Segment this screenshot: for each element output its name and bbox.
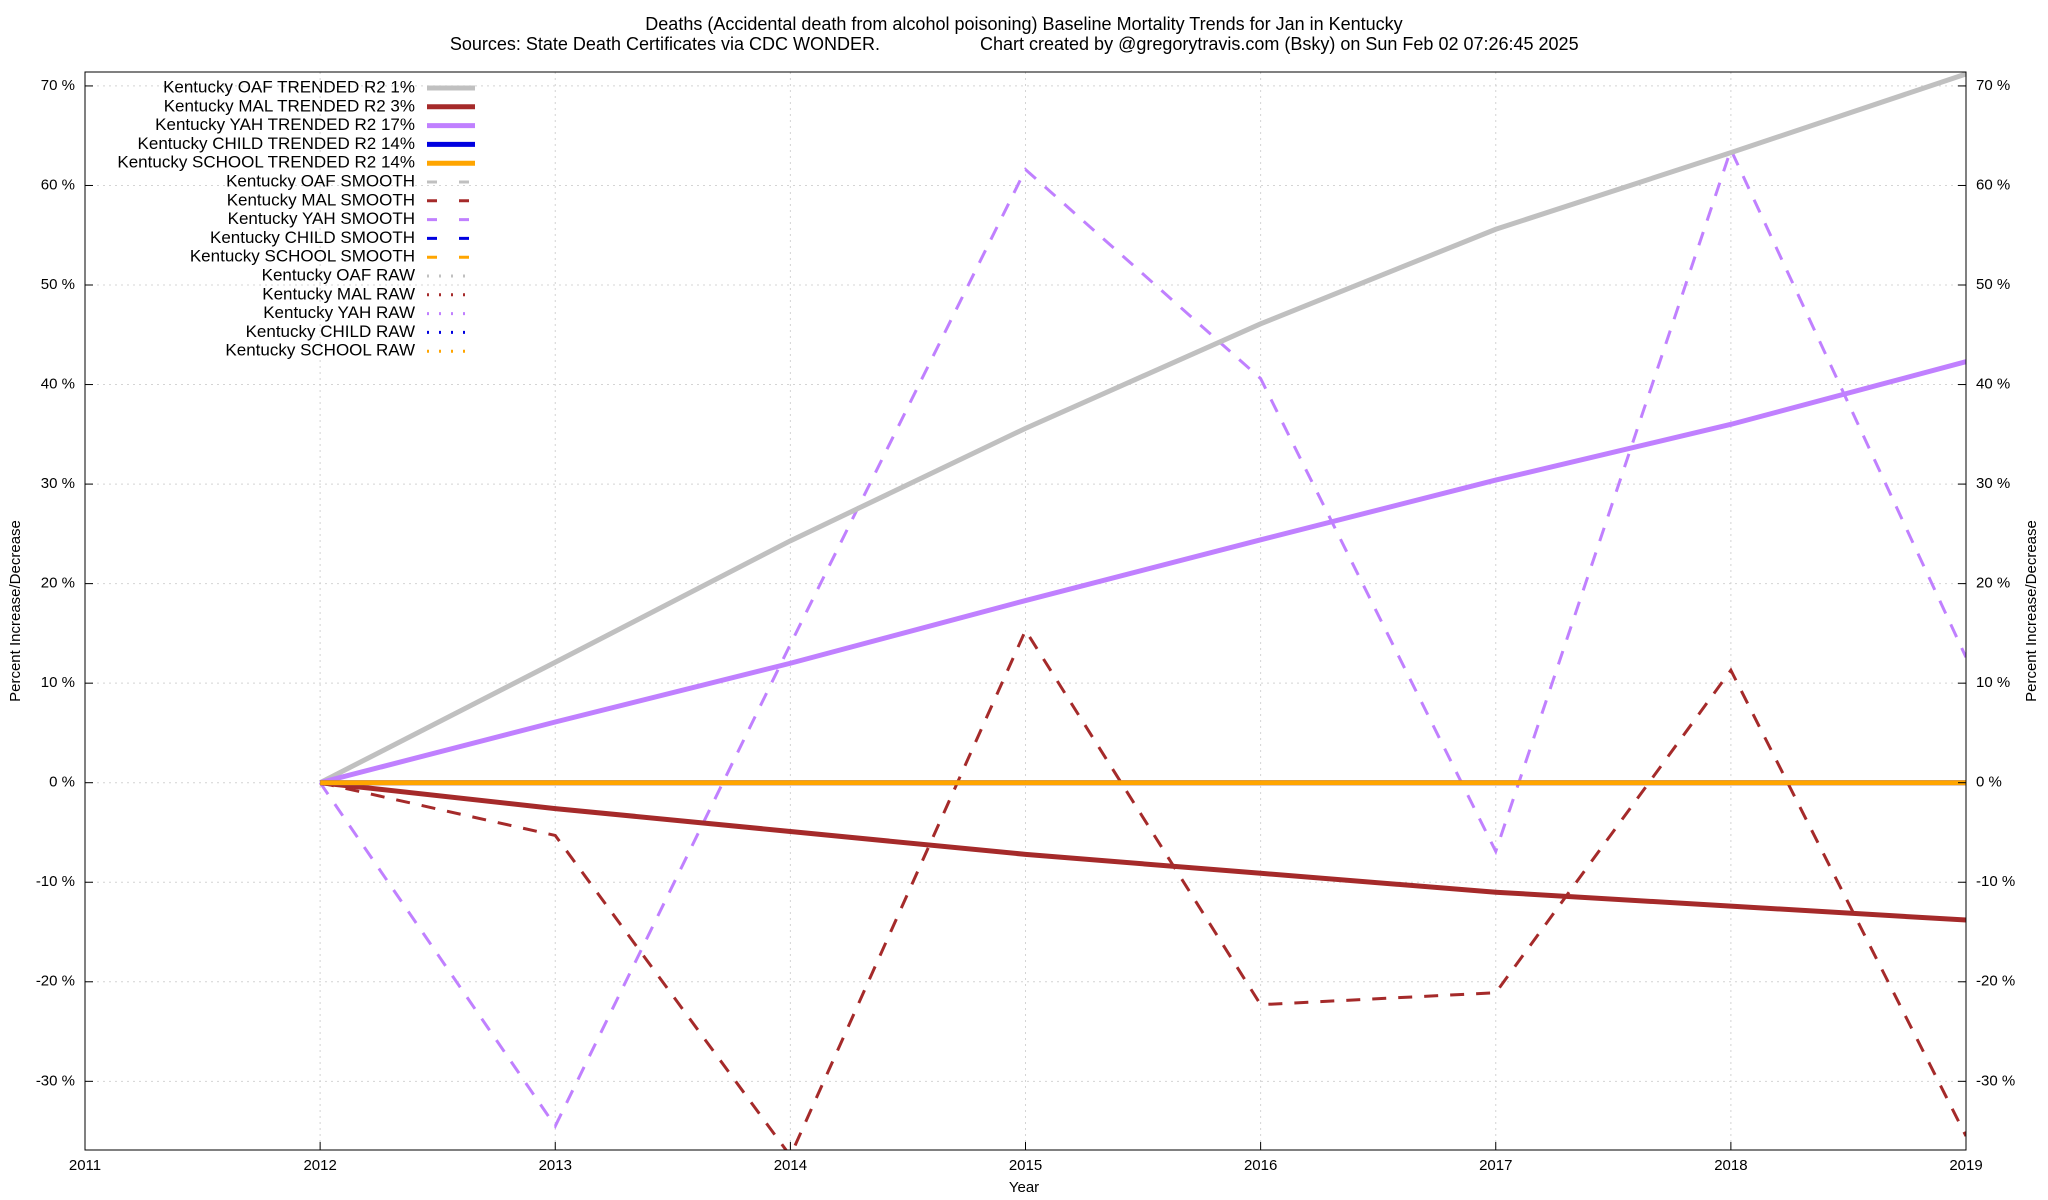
legend-label: Kentucky CHILD SMOOTH (210, 228, 415, 247)
y2-tick-label: -20 % (1976, 973, 2015, 990)
y2-tick-label: 70 % (1976, 77, 2010, 94)
y-tick-label: 70 % (41, 77, 75, 94)
y2-tick-label: 50 % (1976, 276, 2010, 293)
legend-label: Kentucky OAF SMOOTH (226, 171, 415, 190)
legend-label: Kentucky SCHOOL SMOOTH (190, 247, 415, 266)
legend-label: Kentucky MAL RAW (262, 284, 415, 303)
chart-title: Deaths (Accidental death from alcohol po… (645, 14, 1402, 34)
y2-axis-label: Percent Increase/Decrease (2023, 520, 2040, 702)
x-tick-label: 2016 (1244, 1157, 1277, 1174)
y2-tick-label: 30 % (1976, 475, 2010, 492)
y-tick-label: 20 % (41, 575, 75, 592)
legend-label: Kentucky OAF RAW (262, 265, 415, 284)
x-axis-label: Year (1009, 1179, 1039, 1196)
y-tick-label: 60 % (41, 176, 75, 193)
legend-label: Kentucky CHILD TRENDED R2 14% (138, 134, 415, 153)
legend-label: Kentucky MAL SMOOTH (227, 190, 415, 209)
series-line (319, 780, 1966, 923)
y2-tick-label: 0 % (1976, 774, 2002, 791)
legend-label: Kentucky SCHOOL RAW (225, 341, 415, 360)
chart-credit: Chart created by @gregorytravis.com (Bsk… (980, 34, 1579, 54)
chart-source: Sources: State Death Certificates via CD… (450, 34, 880, 54)
plot-area (318, 72, 1966, 1150)
x-tick-label: 2011 (69, 1157, 101, 1174)
legend-label: Kentucky YAH TRENDED R2 17% (155, 115, 415, 134)
x-tick-label: 2018 (1714, 1157, 1747, 1174)
legend-label: Kentucky MAL TRENDED R2 3% (164, 96, 415, 115)
series-line (319, 359, 1966, 786)
series-line (318, 145, 1966, 1130)
legend-label: Kentucky YAH RAW (263, 303, 415, 322)
y-tick-label: 30 % (41, 475, 75, 492)
y2-tick-label: 20 % (1976, 575, 2010, 592)
y-axis-label: Percent Increase/Decrease (7, 520, 24, 702)
series-line (318, 72, 1966, 785)
y-tick-label: -20 % (36, 973, 75, 990)
x-tick-label: 2019 (1949, 1157, 1982, 1174)
x-tick-label: 2013 (539, 1157, 572, 1174)
y-tick-label: -10 % (36, 873, 75, 890)
series-line (319, 627, 1966, 1150)
y-tick-label: 10 % (41, 674, 75, 691)
legend: Kentucky OAF TRENDED R2 1%Kentucky MAL T… (117, 77, 475, 360)
y2-tick-label: 60 % (1976, 176, 2010, 193)
legend-label: Kentucky SCHOOL TRENDED R2 14% (117, 153, 415, 172)
y-tick-label: 0 % (49, 774, 75, 791)
y2-tick-label: -10 % (1976, 873, 2015, 890)
y2-tick-label: 40 % (1976, 376, 2010, 393)
y-tick-label: 40 % (41, 376, 75, 393)
legend-label: Kentucky CHILD RAW (246, 322, 415, 341)
y2-tick-label: 10 % (1976, 674, 2010, 691)
legend-label: Kentucky YAH SMOOTH (228, 209, 415, 228)
y-tick-label: -30 % (36, 1072, 75, 1089)
x-tick-label: 2017 (1479, 1157, 1512, 1174)
legend-label: Kentucky OAF TRENDED R2 1% (163, 77, 415, 96)
x-tick-label: 2015 (1009, 1157, 1042, 1174)
y-tick-label: 50 % (41, 276, 75, 293)
x-tick-label: 2014 (774, 1157, 807, 1174)
x-tick-label: 2012 (303, 1157, 336, 1174)
y2-tick-label: -30 % (1976, 1072, 2015, 1089)
